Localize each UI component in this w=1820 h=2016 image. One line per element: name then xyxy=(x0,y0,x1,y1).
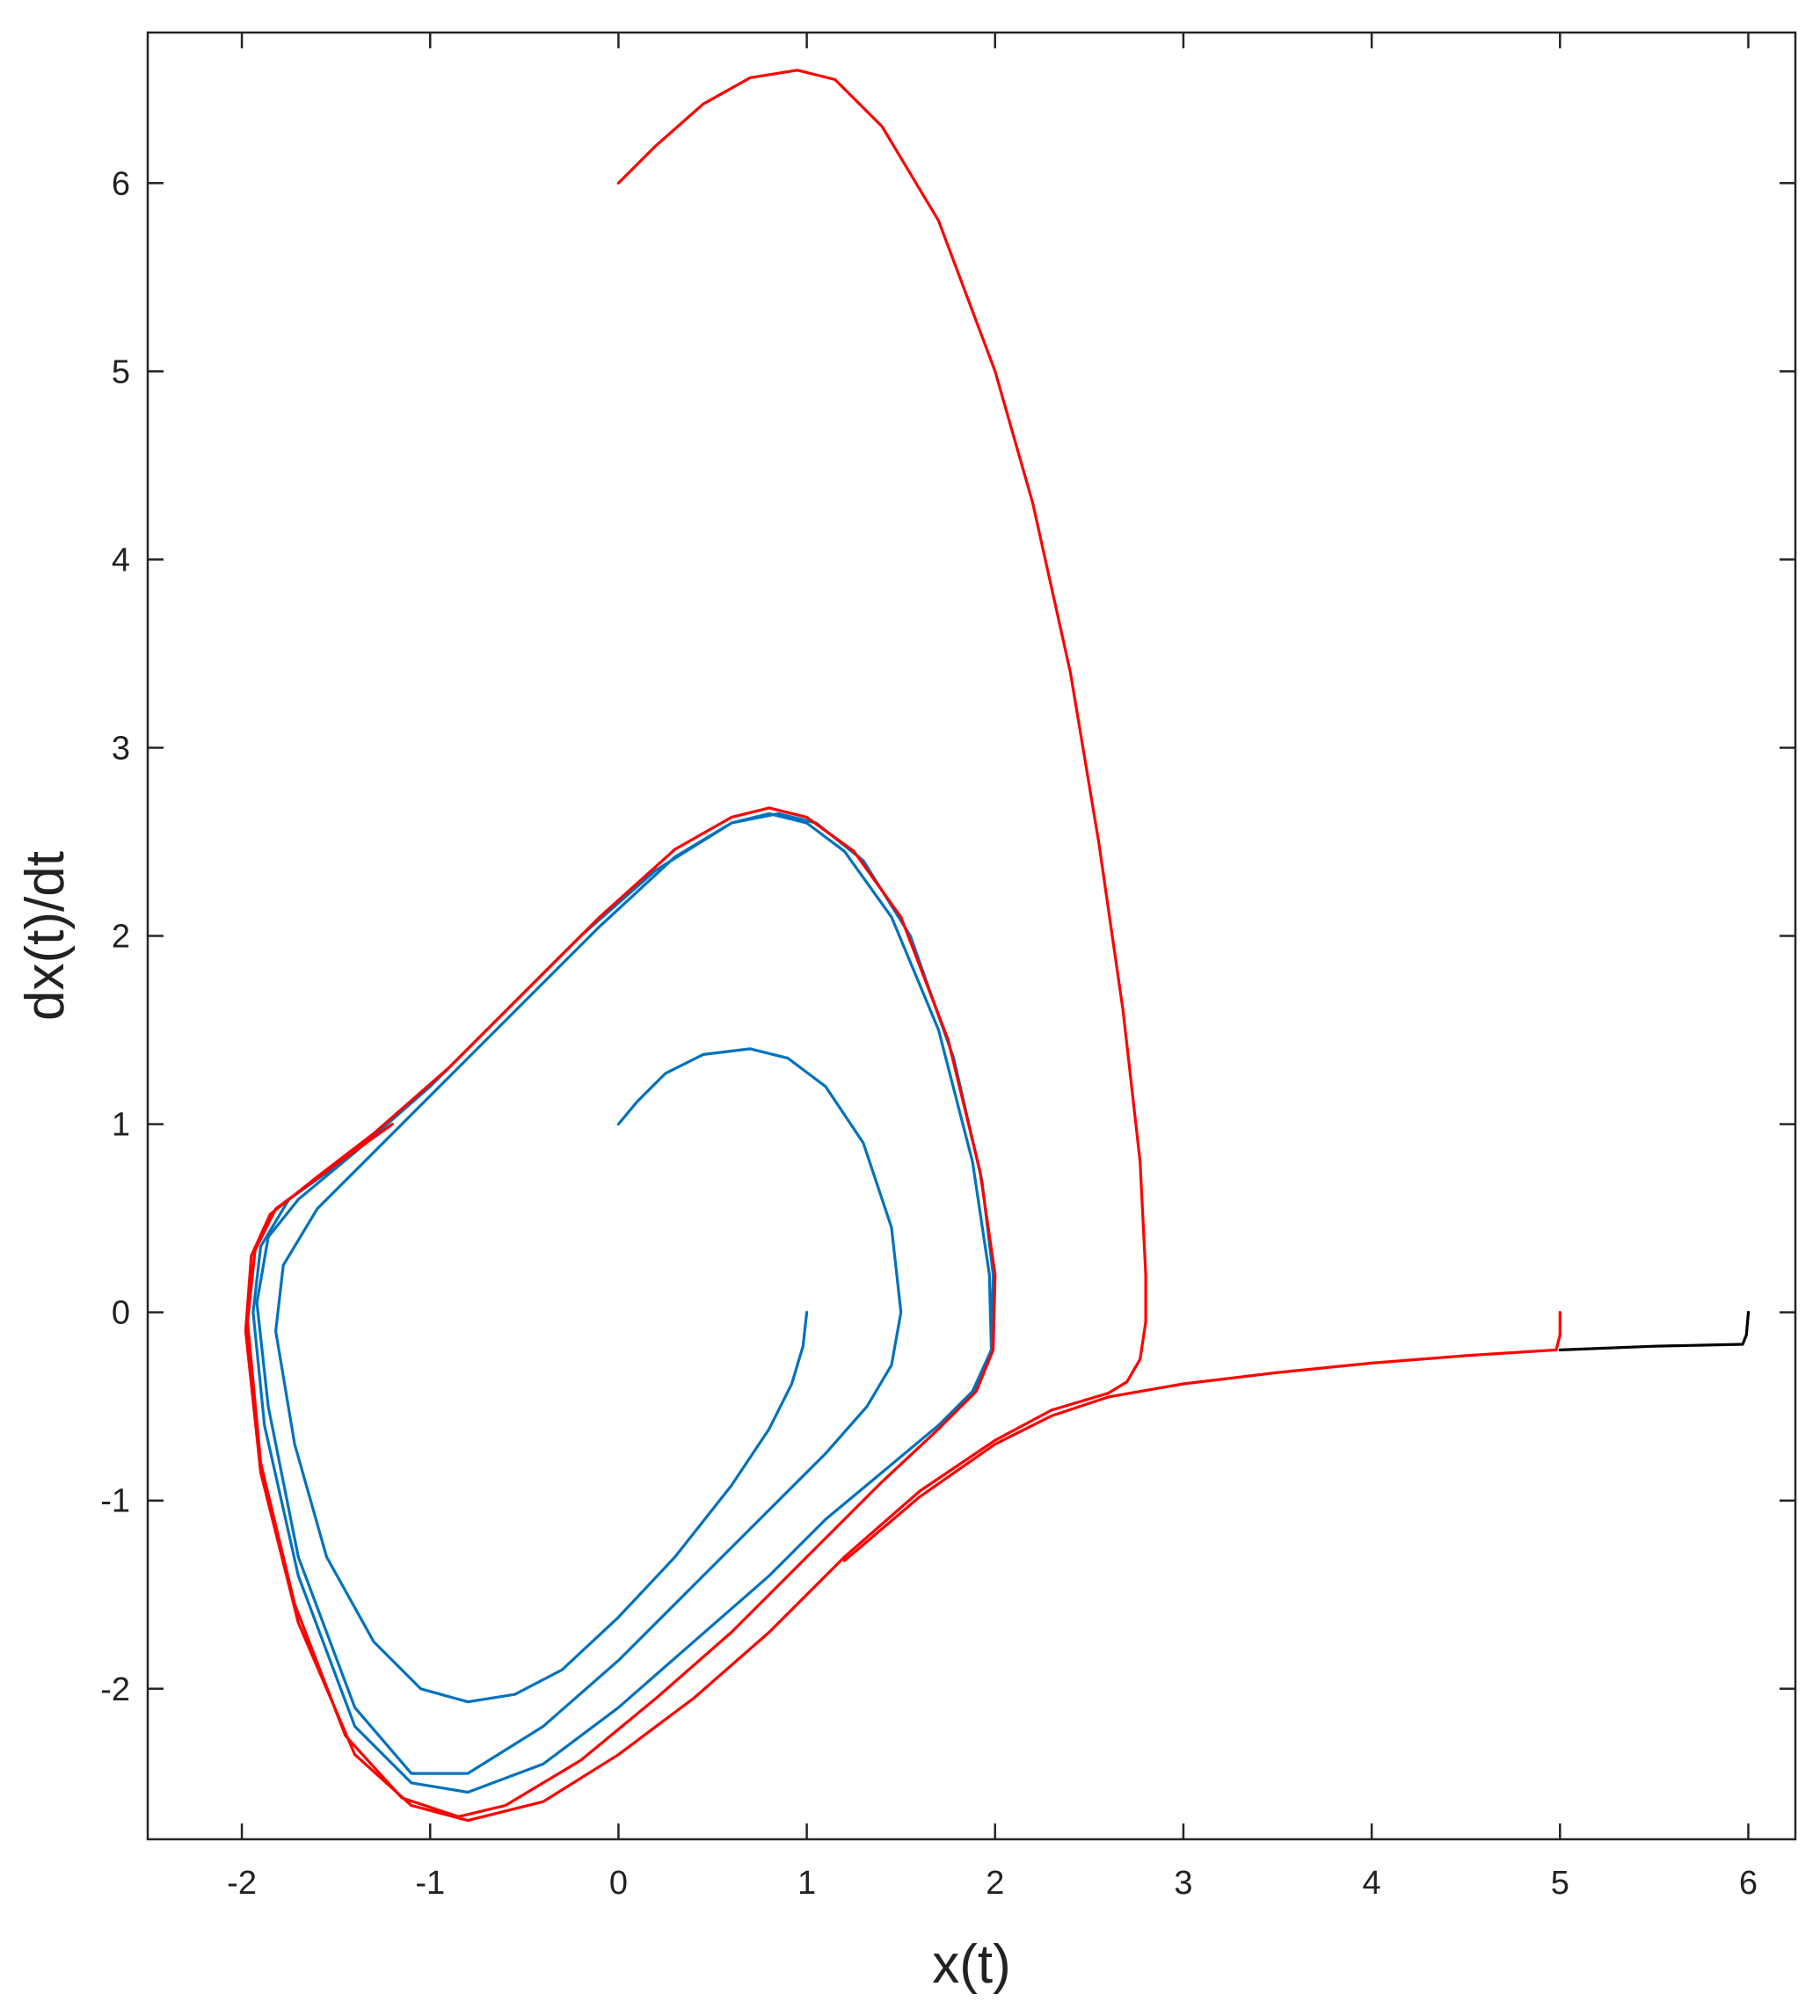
y-axis-title: dx(t)/dt xyxy=(15,851,76,1021)
y-tick-label-0: -2 xyxy=(100,1671,130,1708)
x-tick-label-1: -1 xyxy=(415,1865,445,1902)
plot-area-frame xyxy=(146,31,1797,1841)
y-tick-label-4: 2 xyxy=(112,919,130,956)
y-tick-label-1: -1 xyxy=(100,1483,130,1520)
y-tick-label-7: 5 xyxy=(112,353,130,390)
x-tick-label-7: 5 xyxy=(1551,1865,1569,1902)
series-line-3 xyxy=(244,69,1147,1823)
x-tick-label-0: -2 xyxy=(227,1865,257,1902)
series-line-2 xyxy=(255,1047,903,1775)
x-tick-label-4: 2 xyxy=(986,1865,1004,1902)
series-layer xyxy=(244,69,1751,1823)
series-line-5 xyxy=(1558,1311,1751,1351)
labels-layer: -2 -1 0 1 2 3 4 5 6 -2 -1 0 1 2 3 4 5 6 xyxy=(100,165,1758,1902)
x-tick-label-2: 0 xyxy=(609,1865,628,1902)
x-tick-label-8: 6 xyxy=(1739,1865,1758,1902)
y-tick-label-3: 1 xyxy=(112,1107,130,1144)
x-tick-label-3: 1 xyxy=(797,1865,816,1902)
ticks-layer xyxy=(148,33,1795,1839)
y-tick-label-6: 4 xyxy=(112,542,130,579)
x-tick-label-5: 3 xyxy=(1174,1865,1192,1902)
y-tick-label-8: 6 xyxy=(112,165,130,202)
series-line-4 xyxy=(842,1311,1562,1562)
y-tick-label-2: 0 xyxy=(112,1295,130,1332)
x-tick-label-6: 4 xyxy=(1363,1865,1381,1902)
y-tick-label-5: 3 xyxy=(112,730,130,767)
x-axis-title: x(t) xyxy=(932,1934,1011,1995)
